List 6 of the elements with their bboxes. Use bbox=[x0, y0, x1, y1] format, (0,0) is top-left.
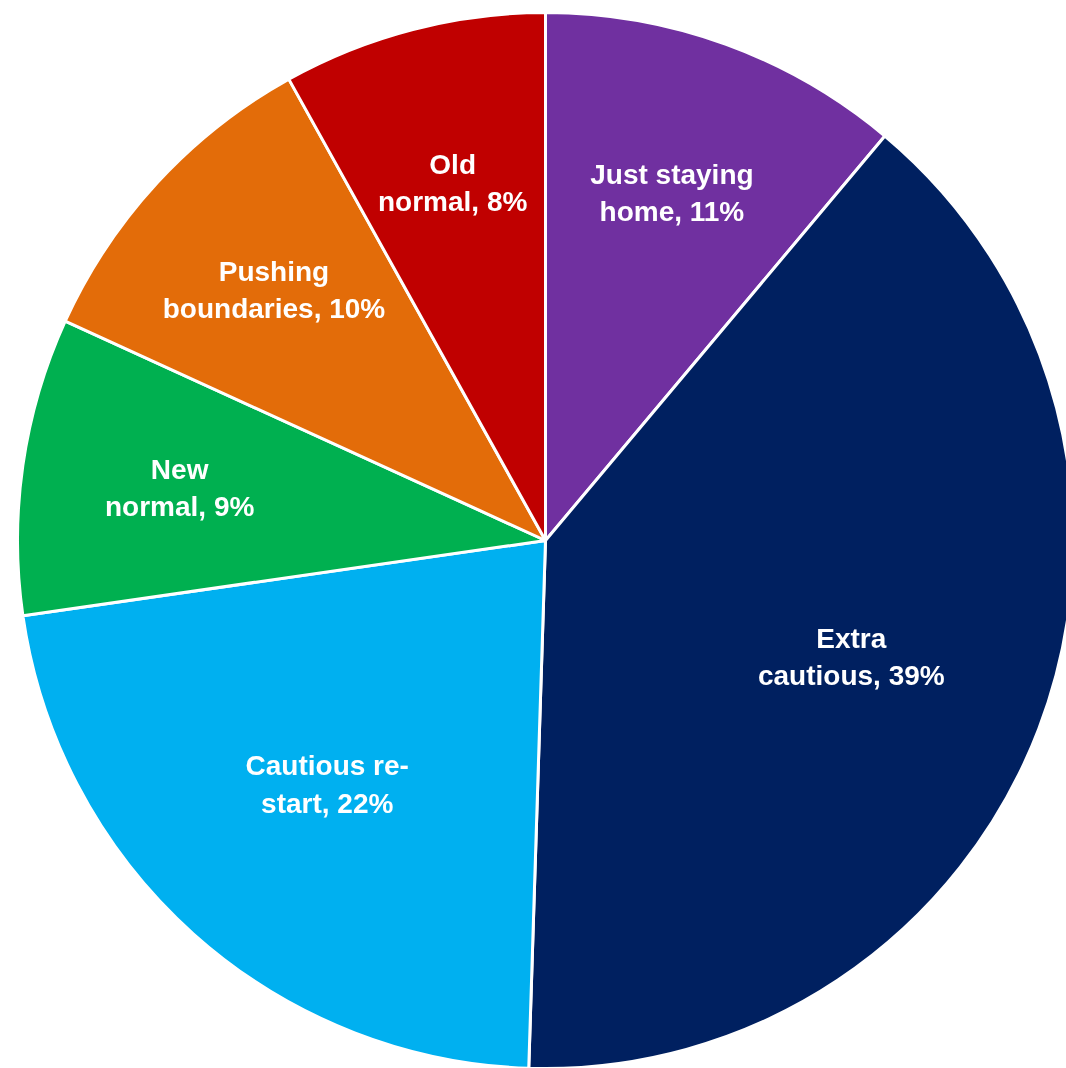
slice-label: Cautious re-start, 22% bbox=[245, 750, 409, 819]
slice-label: Old normal, 8% bbox=[377, 148, 528, 217]
slice-label: Extra cautious, 39% bbox=[757, 623, 945, 692]
slice-label: New normal, 9% bbox=[104, 453, 255, 522]
slice-label: Pushing boundaries, 10% bbox=[162, 255, 386, 324]
slice-label: Just staying home, 11% bbox=[590, 159, 754, 228]
